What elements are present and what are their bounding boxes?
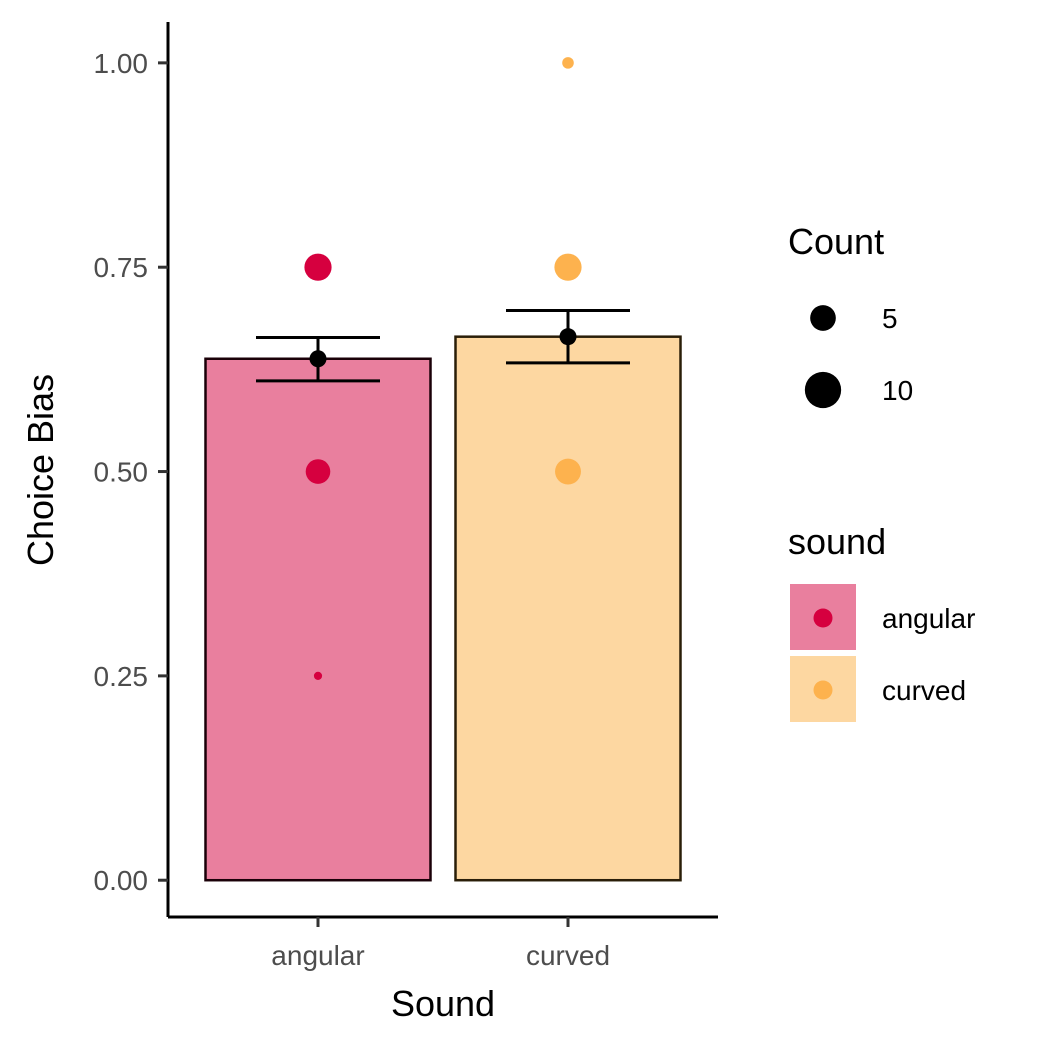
errorbar-layer	[256, 309, 630, 383]
legend-sound-label: angular	[882, 603, 975, 634]
y-tick-label: 0.75	[94, 252, 149, 283]
x-tick-label: curved	[526, 940, 610, 971]
x-tick-label: angular	[271, 940, 364, 971]
mean-point-angular	[309, 350, 327, 368]
point-angular	[313, 671, 323, 680]
legend-sound-label: curved	[882, 675, 966, 706]
points-layer	[304, 57, 582, 680]
point-angular	[305, 459, 331, 484]
y-tick-label: 0.00	[94, 865, 149, 896]
legend-count-title: Count	[788, 221, 884, 262]
bars-layer	[204, 335, 682, 882]
legend-count-label: 10	[882, 375, 913, 406]
x-axis-title: Sound	[391, 983, 495, 1024]
legend-sound-dot	[813, 608, 833, 628]
legend-count-key	[804, 371, 842, 409]
y-tick-label: 0.50	[94, 457, 149, 488]
legend-sound: sound angular curved	[788, 521, 975, 722]
y-tick-label: 1.00	[94, 48, 149, 79]
axes-layer: 0.00 0.25 0.50 0.75 1.00 angular curved	[94, 22, 718, 971]
legend-sound-title: sound	[788, 521, 886, 562]
point-angular	[304, 253, 332, 281]
errorbar-curved	[506, 309, 630, 365]
bar-angular	[204, 357, 432, 882]
legend-count-key	[810, 305, 836, 331]
legend-sound-dot	[813, 680, 833, 700]
point-curved	[562, 57, 574, 69]
point-curved	[555, 458, 581, 485]
errorbar-angular	[256, 335, 380, 383]
mean-point-curved	[559, 328, 577, 346]
y-tick-label: 0.25	[94, 661, 149, 692]
legend-count: Count 5 10	[788, 221, 913, 409]
bar-curved	[454, 335, 682, 882]
y-axis-title: Choice Bias	[20, 374, 61, 566]
legend-count-label: 5	[882, 303, 898, 334]
point-curved	[554, 253, 582, 281]
